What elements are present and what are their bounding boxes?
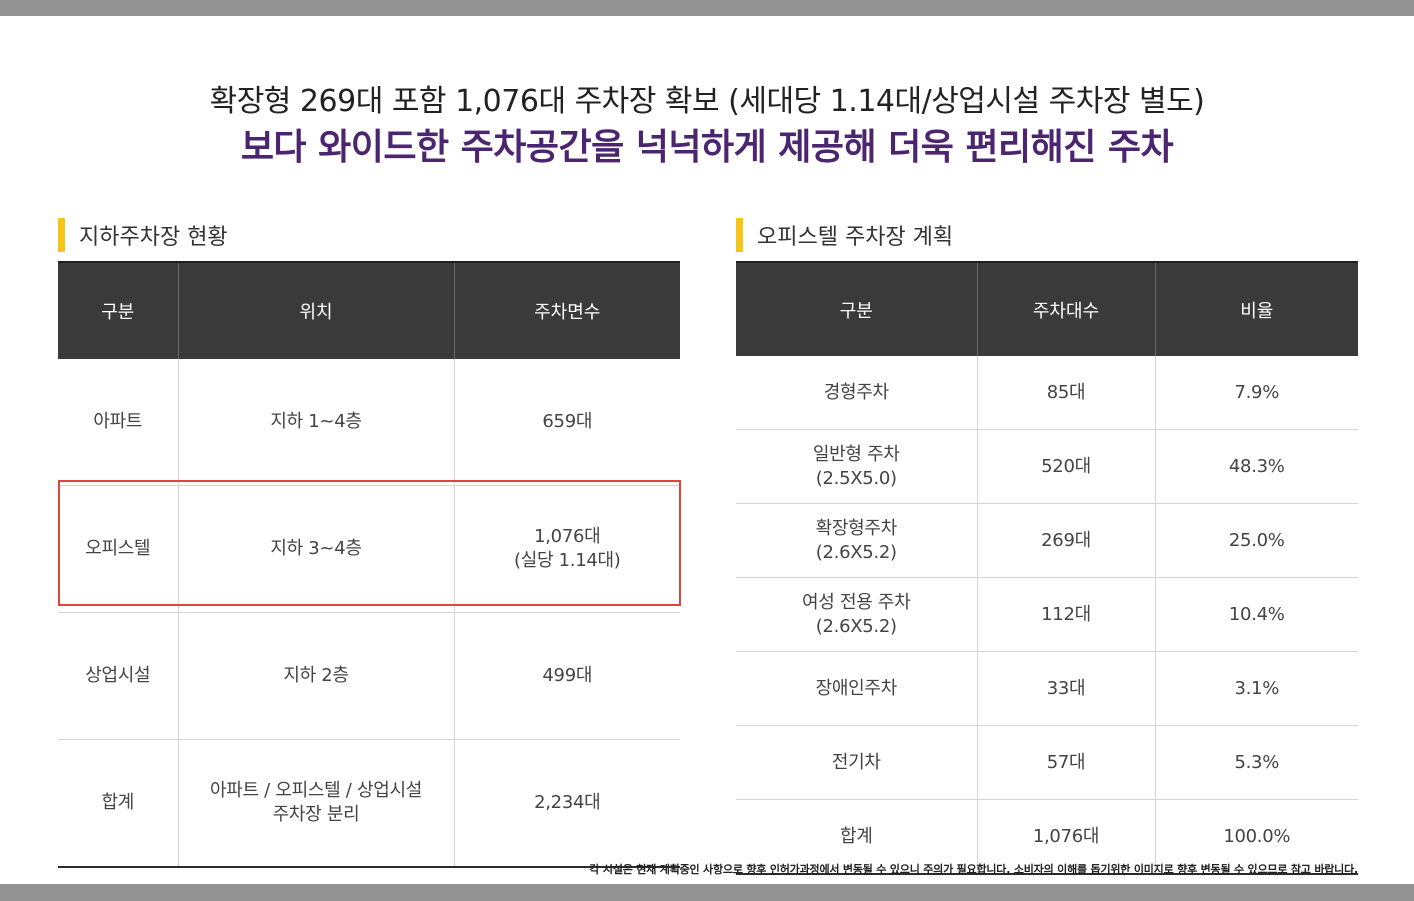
location-note: 주차장 분리 (272, 804, 360, 825)
row-category: 경형주차 (736, 356, 977, 430)
table-row: 경형주차 85대 7.9% (736, 356, 1358, 430)
category-note: (2.6X5.2) (815, 541, 897, 563)
table-row: 일반형 주차 (2.5X5.0) 520대 48.3% (736, 429, 1358, 504)
row-category: 확장형주차 (2.6X5.2) (736, 503, 977, 578)
table-row: 확장형주차 (2.6X5.2) 269대 25.0% (736, 503, 1358, 578)
row-category: 장애인주차 (736, 651, 977, 726)
row-location: 아파트 / 오피스텔 / 상업시설 주차장 분리 (177, 739, 454, 868)
table-row: 아파트 지하 1~4층 659대 (58, 359, 680, 486)
spaces-note: (실당 1.14대) (513, 550, 621, 571)
row-spaces: 659대 (453, 359, 680, 486)
table-row-total: 합계 1,076대 100.0% (736, 799, 1358, 875)
row-spaces: 2,234대 (453, 739, 680, 868)
left-section-title: 지하주차장 현황 (58, 218, 228, 252)
header-ratio: 비율 (1154, 261, 1358, 356)
category-value: 일반형 주차 (812, 443, 900, 465)
table-row: 장애인주차 33대 3.1% (736, 651, 1358, 726)
header-count: 주차대수 (976, 261, 1155, 356)
row-category: 오피스텔 (58, 485, 178, 613)
bottom-band (0, 884, 1414, 901)
category-note: (2.6X5.2) (815, 615, 897, 637)
row-ratio: 25.0% (1154, 503, 1358, 578)
row-count: 520대 (976, 429, 1155, 504)
officetel-parking-plan-table: 구분 주차대수 비율 경형주차 85대 7.9% 일반형 주차 (2.5X5.0… (736, 261, 1358, 875)
category-note: (2.5X5.0) (815, 467, 897, 489)
title-marker (58, 218, 65, 252)
row-category: 합계 (58, 739, 178, 868)
row-count: 57대 (976, 725, 1155, 800)
header-location: 위치 (177, 261, 454, 359)
row-count: 112대 (976, 577, 1155, 652)
subheadline: 보다 와이드한 주차공간을 넉넉하게 제공해 더욱 편리해진 주차 (240, 127, 1174, 168)
row-count: 33대 (976, 651, 1155, 726)
row-spaces: 1,076대 (실당 1.14대) (453, 485, 680, 613)
table-header-row: 구분 주차대수 비율 (736, 261, 1358, 356)
row-location: 지하 3~4층 (177, 485, 454, 613)
row-ratio: 3.1% (1154, 651, 1358, 726)
row-category: 아파트 (58, 359, 178, 486)
table-row: 오피스텔 지하 3~4층 1,076대 (실당 1.14대) (58, 485, 680, 613)
header-category: 구분 (58, 261, 178, 359)
row-ratio: 100.0% (1154, 799, 1358, 875)
category-value: 여성 전용 주차 (802, 591, 911, 613)
row-count: 1,076대 (976, 799, 1155, 875)
table-row: 전기차 57대 5.3% (736, 725, 1358, 800)
row-category: 상업시설 (58, 612, 178, 740)
table-row-total: 합계 아파트 / 오피스텔 / 상업시설 주차장 분리 2,234대 (58, 739, 680, 868)
row-spaces: 499대 (453, 612, 680, 740)
table-row: 상업시설 지하 2층 499대 (58, 612, 680, 740)
row-count: 269대 (976, 503, 1155, 578)
location-value: 아파트 / 오피스텔 / 상업시설 (209, 780, 423, 801)
header-spaces: 주차면수 (453, 261, 680, 359)
row-ratio: 48.3% (1154, 429, 1358, 504)
header-category: 구분 (736, 261, 977, 356)
row-count: 85대 (976, 356, 1155, 430)
category-value: 확장형주차 (815, 517, 898, 539)
table-header-row: 구분 위치 주차면수 (58, 261, 680, 359)
left-section-title-text: 지하주차장 현황 (79, 225, 228, 250)
table-row: 여성 전용 주차 (2.6X5.2) 112대 10.4% (736, 577, 1358, 652)
row-category: 일반형 주차 (2.5X5.0) (736, 429, 977, 504)
underground-parking-table: 구분 위치 주차면수 아파트 지하 1~4층 659대 오피스텔 지하 3~4층… (58, 261, 680, 868)
title-marker (736, 218, 743, 252)
top-band (0, 0, 1414, 16)
row-location: 지하 2층 (177, 612, 454, 740)
disclaimer-footnote: 각 시설은 현재 계획중인 사항으로 향후 인허가과정에서 변동될 수 있으니 … (589, 863, 1358, 876)
row-ratio: 7.9% (1154, 356, 1358, 430)
row-location: 지하 1~4층 (177, 359, 454, 486)
headline: 확장형 269대 포함 1,076대 주차장 확보 (세대당 1.14대/상업시… (209, 84, 1205, 119)
row-category: 합계 (736, 799, 977, 875)
row-ratio: 10.4% (1154, 577, 1358, 652)
right-section-title: 오피스텔 주차장 계획 (736, 218, 953, 252)
row-category: 여성 전용 주차 (2.6X5.2) (736, 577, 977, 652)
row-category: 전기차 (736, 725, 977, 800)
spaces-value: 1,076대 (534, 526, 601, 547)
right-section-title-text: 오피스텔 주차장 계획 (757, 225, 954, 250)
row-ratio: 5.3% (1154, 725, 1358, 800)
